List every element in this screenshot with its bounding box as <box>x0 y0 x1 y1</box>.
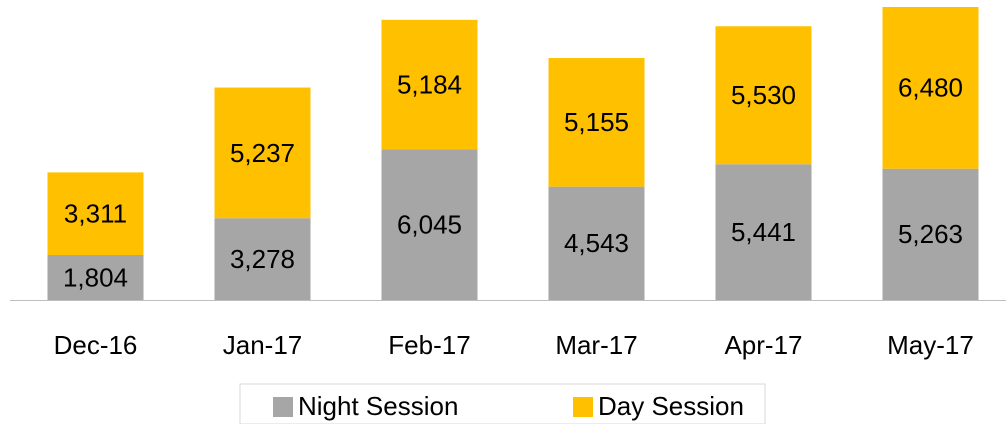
bar-segment <box>548 58 645 187</box>
bar-segment <box>214 218 311 300</box>
bar-segment <box>47 254 144 300</box>
data-label: 3,311 <box>64 199 127 229</box>
bar-segment <box>715 164 812 300</box>
bar-segment <box>381 149 478 300</box>
x-tick-label: Mar-17 <box>555 330 637 360</box>
x-tick-label: Dec-16 <box>54 330 138 360</box>
data-label: 6,045 <box>397 209 462 239</box>
legend-label: Day Session <box>598 391 744 421</box>
data-label: 5,237 <box>230 138 295 168</box>
data-label: 6,480 <box>898 73 963 103</box>
x-tick-label: May-17 <box>887 330 974 360</box>
bar-segment <box>882 7 979 169</box>
legend-box <box>239 383 766 424</box>
data-label: 1,804 <box>63 262 128 292</box>
legend-swatch <box>273 397 293 417</box>
bar-segment <box>47 172 144 255</box>
bar-segment <box>381 19 478 150</box>
data-label: 5,530 <box>731 80 796 110</box>
data-label: 3,278 <box>230 244 295 274</box>
legend-label: Night Session <box>298 391 458 421</box>
bar-segment <box>882 168 979 300</box>
data-label: 5,184 <box>397 69 462 99</box>
bar-segment <box>548 186 645 300</box>
bar-segment <box>715 26 812 165</box>
data-label: 5,155 <box>564 107 629 137</box>
x-tick-label: Jan-17 <box>223 330 303 360</box>
data-label: 4,543 <box>564 228 629 258</box>
legend-swatch <box>573 397 593 417</box>
data-label: 5,441 <box>731 217 796 247</box>
x-tick-label: Feb-17 <box>388 330 470 360</box>
bar-segment <box>214 87 311 219</box>
data-label: 5,263 <box>898 219 963 249</box>
x-tick-label: Apr-17 <box>724 330 802 360</box>
